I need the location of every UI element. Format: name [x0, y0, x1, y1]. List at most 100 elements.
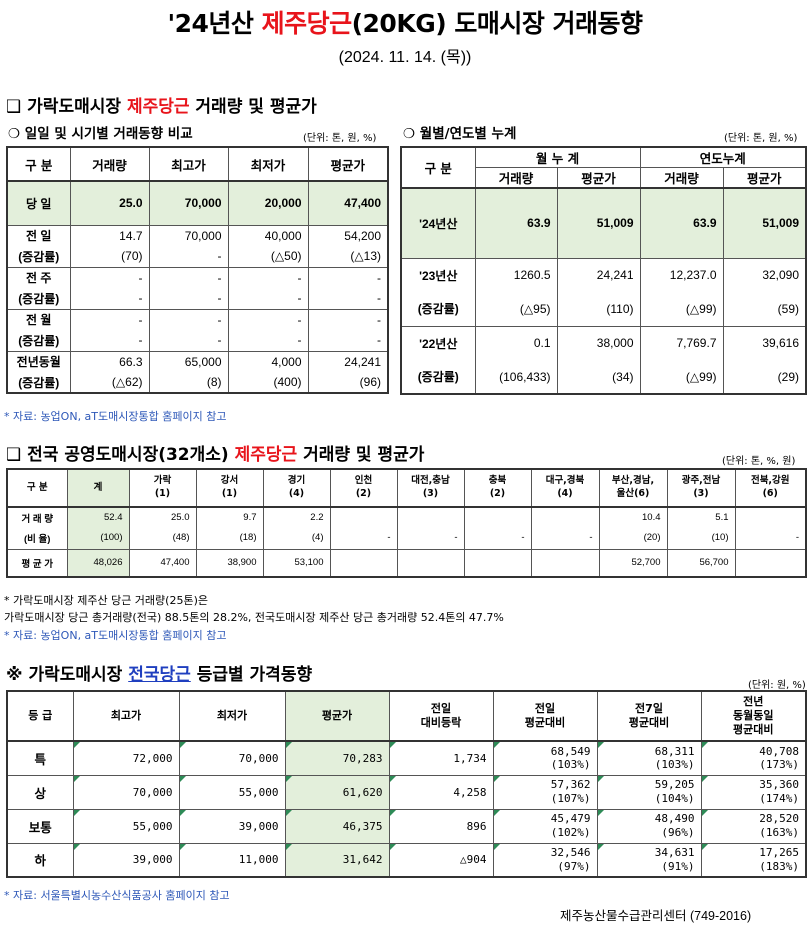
- cumulative-unit: (단위: 톤, 원, %): [724, 133, 798, 144]
- header-cell: 인천 (2): [329, 468, 398, 508]
- national-table: 구 분 계 가락 (1) 강서 (1) 경기 (4) 인천 (2) 대전,충남 (3) 충북 …: [6, 468, 807, 578]
- note-line-2: 가락도매시장 당근 총거래량(전국) 88.5톤의 28.2%, 전국도매시장 …: [4, 611, 504, 624]
- cell: 32,090: [722, 257, 807, 292]
- header-cell: 구 분: [6, 146, 71, 182]
- cumulative-header-row: 거래량 평균가 거래량 평균가: [401, 167, 807, 189]
- cell: 53,100: [262, 548, 331, 578]
- cell: 51,009: [556, 187, 641, 259]
- cell: 25.0: [128, 506, 197, 527]
- header-cell: 대전,충남 (3): [396, 468, 465, 508]
- compare-value: 48,490: [654, 812, 695, 826]
- cell: 20,000: [227, 180, 309, 226]
- compare-percent: (103%): [654, 758, 695, 772]
- row-sub-label: (증감률): [400, 292, 476, 327]
- cell: -: [148, 330, 229, 352]
- cell: 0.1: [474, 325, 558, 360]
- header-cell: 거래량: [474, 167, 558, 189]
- daily-sub-row: (증감률) - - - -: [6, 330, 389, 352]
- cell: 38,900: [195, 548, 264, 578]
- compare-cell: 68,311 (103%): [596, 740, 702, 776]
- cell: -: [69, 288, 150, 310]
- cell: -: [227, 330, 309, 352]
- cell: 65,000: [148, 350, 229, 372]
- compare-value: 17,265: [759, 846, 799, 859]
- compare-value: 32,546: [550, 846, 591, 859]
- cell: -: [148, 308, 229, 330]
- cell: 52.4: [66, 506, 130, 527]
- national-header-row: 구 분 계 가락 (1) 강서 (1) 경기 (4) 인천 (2) 대전,충남 (3) 충북 …: [6, 468, 807, 508]
- row-label: '22년산: [400, 325, 476, 360]
- cell: (△99): [639, 360, 724, 395]
- cell: [396, 506, 465, 527]
- row-sub-label: (증감률): [6, 246, 71, 268]
- source-note-1: * 자료: 농업ON, aT도매시장통합 홈페이지 참고: [4, 410, 227, 423]
- cell: (59): [722, 292, 807, 327]
- cell: 5.1: [666, 506, 736, 527]
- cell: 54,200: [307, 224, 389, 246]
- header-cell: 구 분: [400, 146, 476, 189]
- cell: 70,000: [148, 180, 229, 226]
- compare-value: 34,631: [654, 846, 695, 859]
- cell: 1260.5: [474, 257, 558, 292]
- header-cell: 최저가: [178, 690, 286, 742]
- cell: -: [307, 266, 389, 288]
- cell: (10): [666, 527, 736, 550]
- cell: (△50): [227, 246, 309, 268]
- compare-percent: (107%): [550, 792, 591, 805]
- cell: [734, 506, 807, 527]
- compare-percent: (91%): [661, 859, 695, 873]
- daily-row: 전 월----: [6, 308, 389, 330]
- cell: (△13): [307, 246, 389, 268]
- header-cell: 전북,강원 (6): [734, 468, 807, 508]
- compare-percent: (173%): [759, 758, 799, 772]
- compare-percent: (104%): [654, 792, 695, 805]
- grade-label: 하: [6, 842, 74, 878]
- grade-label: 특: [6, 740, 74, 776]
- national-avg-row: 평 균 가 48,026 47,400 38,900 53,100 52,700 56,70…: [6, 548, 807, 578]
- header-cell: 가락 (1): [128, 468, 197, 508]
- cell: [396, 548, 465, 578]
- grade-row: 상 70,000 55,000 61,620 4,258 57,362 (107%) 59,2…: [6, 774, 807, 810]
- compare-cell: 57,362 (107%): [492, 774, 598, 810]
- daily-unit: (단위: 톤, 원, %): [303, 133, 377, 144]
- cell: (△95): [474, 292, 558, 327]
- cell: 1,734: [388, 740, 494, 776]
- cell: (110): [556, 292, 641, 327]
- compare-percent: (183%): [759, 859, 799, 873]
- cell: (20): [598, 527, 668, 550]
- cell: 12,237.0: [639, 257, 724, 292]
- header-cell: 대구,경북 (4): [530, 468, 600, 508]
- row-label: '23년산: [400, 257, 476, 292]
- row-sub-label: (증감률): [6, 330, 71, 352]
- row-label: 평 균 가: [6, 548, 68, 578]
- header-cell: 등 급: [6, 690, 74, 742]
- compare-value: 40,708: [759, 744, 799, 758]
- cell: (29): [722, 360, 807, 395]
- cell: (8): [148, 372, 229, 394]
- cell: 10.4: [598, 506, 668, 527]
- cell: -: [396, 527, 465, 550]
- cell: [530, 548, 600, 578]
- cell: [463, 548, 532, 578]
- cell: -: [69, 308, 150, 330]
- cell: 14.7: [69, 224, 150, 246]
- daily-row: 전 일 14.7 70,000 40,000 54,200: [6, 224, 389, 246]
- cell: -: [148, 246, 229, 268]
- compare-percent: (163%): [759, 826, 799, 839]
- cumulative-heading: ❍ 월별/연도별 누계: [403, 126, 517, 142]
- header-cell: 구 분: [6, 468, 68, 508]
- header-cell: 최고가: [148, 146, 229, 182]
- header-cell: 전일 평균대비: [492, 690, 598, 742]
- cell: 7,769.7: [639, 325, 724, 360]
- cell: -: [307, 288, 389, 310]
- cell: 39,616: [722, 325, 807, 360]
- daily-row: 전 주----: [6, 266, 389, 288]
- header-cell: 평균가: [722, 167, 807, 189]
- compare-value: 35,360: [759, 778, 799, 792]
- section3-title: ※ 가락도매시장 전국당근 등급별 가격동향: [6, 665, 313, 685]
- cell: -: [227, 288, 309, 310]
- cell: 4,258: [388, 774, 494, 810]
- header-cell: 강서 (1): [195, 468, 264, 508]
- cell: -: [69, 266, 150, 288]
- cell: 66.3: [69, 350, 150, 372]
